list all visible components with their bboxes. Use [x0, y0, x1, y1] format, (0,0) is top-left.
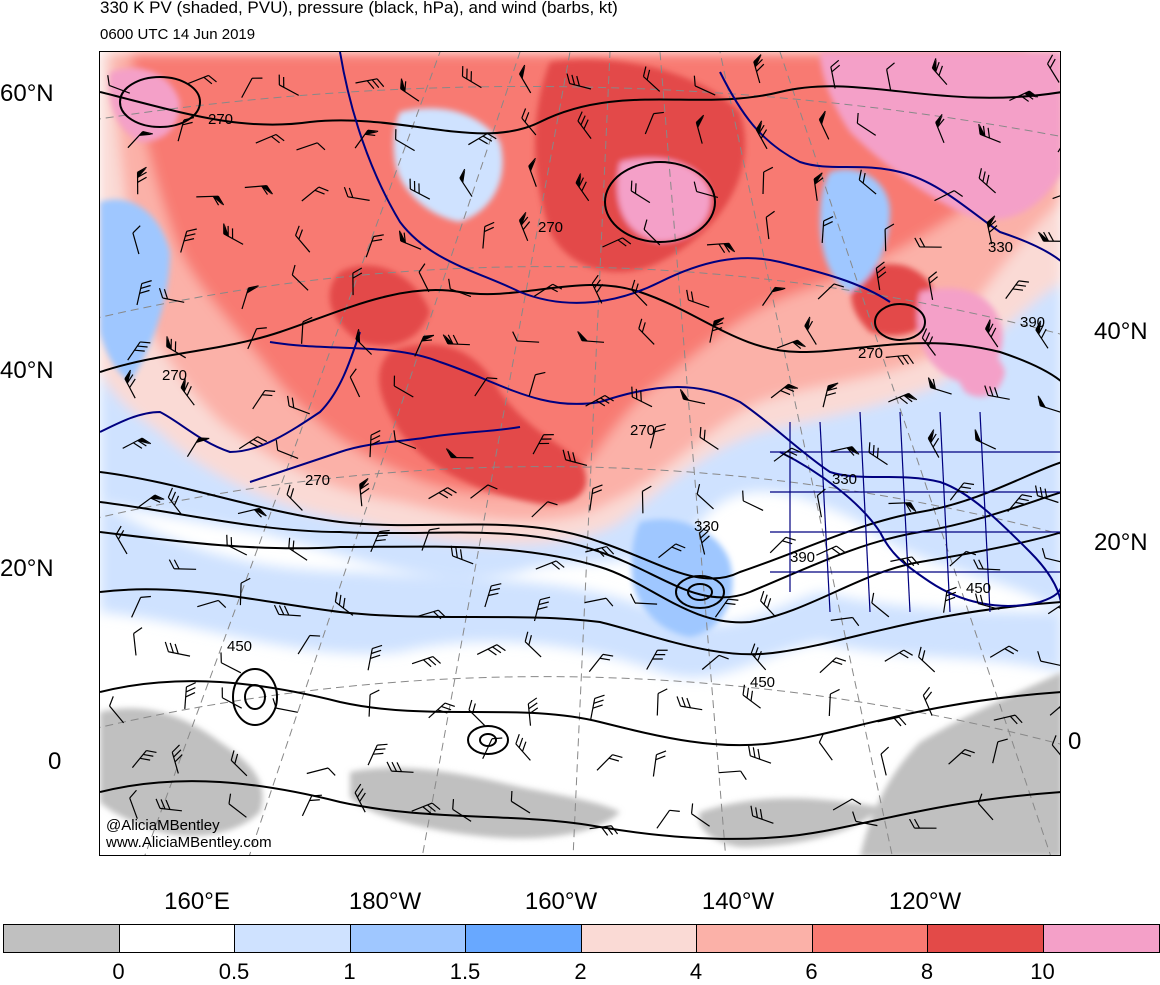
contour-label-270: 270: [858, 345, 883, 362]
lat-label-20n-left: 20°N: [0, 555, 54, 583]
wind-barb: [880, 747, 895, 775]
figure-title: 330 K PV (shaded, PVU), pressure (black,…: [100, 0, 618, 18]
wind-barb: [591, 693, 605, 721]
colorbar-tick-label: 0.5: [219, 959, 250, 985]
wind-barb: [302, 791, 322, 819]
contour-label-330: 330: [832, 471, 857, 488]
colorbar-tick-label: 6: [805, 959, 817, 985]
lon-label-140w: 140°W: [702, 888, 774, 916]
pv-map: 270 270 270 270 270 270 330 330 330 390 …: [99, 51, 1061, 856]
colorbar-tick-label: 0: [112, 959, 124, 985]
contour-label-390: 390: [1020, 314, 1045, 331]
wind-barb: [597, 751, 622, 777]
wind-barb: [133, 628, 145, 656]
wind-barb: [878, 716, 906, 731]
pv-region-grey-s: [350, 768, 620, 838]
wind-barb: [477, 643, 505, 663]
wind-barb: [657, 806, 680, 833]
lat-label-40n-left: 40°N: [0, 357, 54, 385]
contour-label-450: 450: [966, 580, 991, 597]
wind-barb: [653, 750, 666, 778]
contour-label-450: 450: [750, 674, 775, 691]
map-canvas: 270 270 270 270 270 270 330 330 330 390 …: [100, 52, 1061, 856]
lat-label-60n: 60°N: [0, 80, 54, 108]
wind-barb: [483, 734, 503, 762]
colorbar-tick-label: 8: [921, 959, 933, 985]
wind-barb: [816, 733, 839, 760]
lat-label-0-right: 0: [1068, 728, 1081, 756]
lon-label-120w: 120°W: [889, 888, 961, 916]
wind-barb: [657, 689, 667, 716]
colorbar-tick-label: 2: [574, 959, 586, 985]
lon-label-160e: 160°E: [164, 888, 230, 916]
valid-time: 0600 UTC 14 Jun 2019: [100, 26, 255, 43]
colorbar-swatch-1: [120, 925, 236, 952]
credit-handle: @AliciaMBentley: [106, 817, 220, 834]
colorbar-swatch-0: [4, 925, 120, 952]
colorbar-swatch-2: [235, 925, 351, 952]
wind-barb: [369, 690, 379, 717]
pv-region-grey-se: [860, 672, 1061, 856]
colorbar-swatch-3: [351, 925, 467, 952]
wind-barb: [513, 734, 538, 760]
wind-barb: [820, 654, 846, 679]
contour-label-390: 390: [790, 549, 815, 566]
colorbar-swatch-8: [928, 925, 1044, 952]
contour-label-270: 270: [305, 472, 330, 489]
contour-label-330: 330: [988, 239, 1013, 256]
wind-barb: [412, 655, 440, 672]
wind-barb: [739, 491, 767, 511]
lon-label-160w: 160°W: [525, 888, 597, 916]
contour-label-270: 270: [208, 111, 233, 128]
wind-barb: [719, 771, 747, 782]
wind-barb: [528, 698, 540, 726]
lon-label-180w: 180°W: [349, 888, 421, 916]
colorbar-swatch-9: [1044, 925, 1160, 952]
lat-label-0-left: 0: [48, 748, 61, 776]
lat-label-40n-right: 40°N: [1094, 318, 1148, 346]
credit-site: www.AliciaMBentley.com: [106, 834, 272, 851]
wind-barb: [368, 741, 387, 769]
wind-barb: [185, 682, 196, 710]
contour-label-270: 270: [630, 422, 655, 439]
contour-closed: [233, 669, 277, 725]
wind-barb: [829, 689, 839, 716]
contour-label-330: 330: [694, 518, 719, 535]
colorbar-swatch-7: [813, 925, 929, 952]
colorbar-tick-label: 10: [1030, 959, 1054, 985]
colorbar-tick-label: 4: [690, 959, 702, 985]
pv-colorbar: [3, 924, 1160, 953]
wind-barb: [307, 767, 335, 782]
contour-label-270: 270: [162, 367, 187, 384]
contour-label-270: 270: [538, 219, 563, 236]
wind-barb: [746, 746, 774, 764]
pv-shading: [100, 52, 1061, 856]
wind-barb: [218, 687, 246, 708]
contour-closed: [468, 726, 508, 754]
wind-barb: [217, 652, 245, 672]
colorbar-tick-label: 1.5: [450, 959, 481, 985]
contour-closed: [480, 734, 496, 746]
colorbar-tick-label: 1: [343, 959, 355, 985]
contour-label-450: 450: [227, 638, 252, 655]
colorbar-swatch-4: [466, 925, 582, 952]
colorbar-swatch-5: [582, 925, 698, 952]
colorbar-swatch-6: [697, 925, 813, 952]
wind-barb: [164, 642, 192, 656]
wind-barb: [676, 696, 704, 709]
lat-label-20n-right: 20°N: [1094, 529, 1148, 557]
wind-barb: [223, 535, 251, 555]
